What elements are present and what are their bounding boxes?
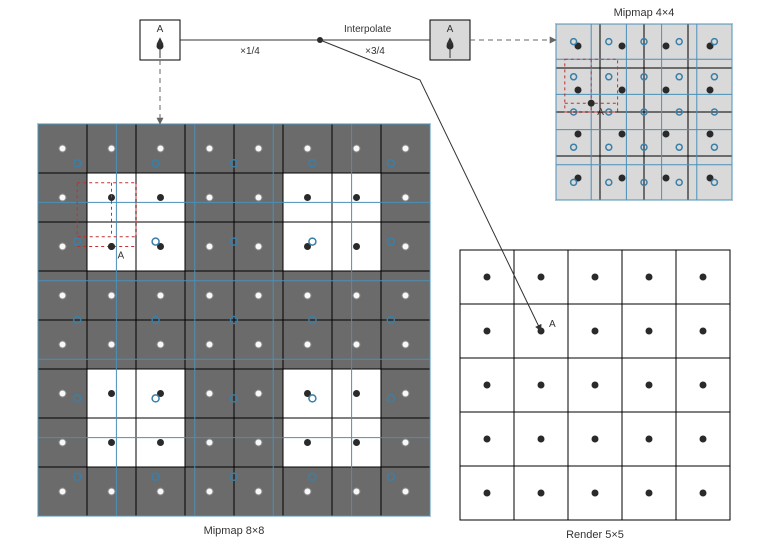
sample-a-8x8: A <box>118 251 125 262</box>
mipmap4-label: Mipmap 4×4 <box>614 7 675 19</box>
svg-text:A: A <box>157 24 164 35</box>
weight-left: ×1/4 <box>240 46 260 57</box>
mipmap-8x8: A Mipmap 8×8 <box>38 124 430 537</box>
mipmap-4x4: Mipmap 4×4 A <box>556 7 732 200</box>
render-5x5: Render 5×5 A <box>460 250 730 541</box>
sample-a-4x4: A <box>597 107 604 118</box>
diagram-canvas: A Mipmap 8×8 Mipmap 4×4 A Render 5×5 A A A ×1/4 ×… <box>0 0 758 549</box>
render5-label: Render 5×5 <box>566 529 624 541</box>
mipmap8-label: Mipmap 8×8 <box>204 525 265 537</box>
weight-right: ×3/4 <box>365 46 385 57</box>
target-a-label: A <box>549 319 556 330</box>
interp-label: Interpolate <box>344 24 392 35</box>
svg-text:A: A <box>447 24 454 35</box>
